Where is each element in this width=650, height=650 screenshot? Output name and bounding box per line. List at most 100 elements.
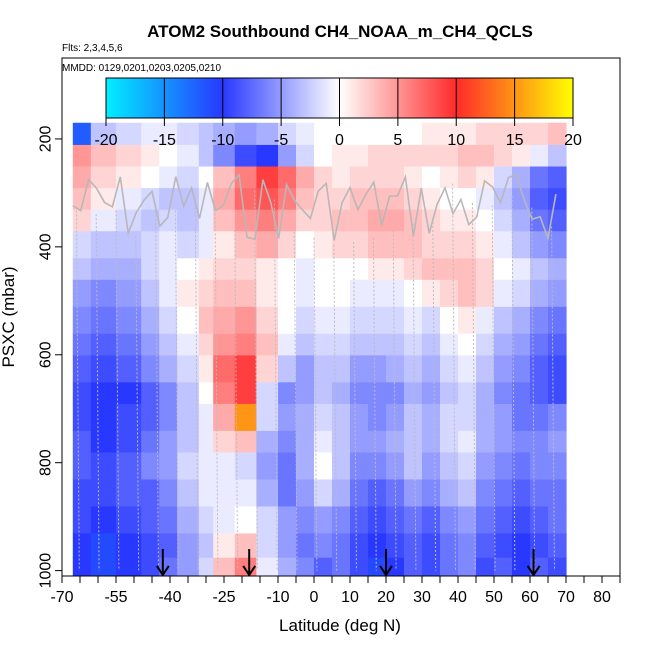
heatmap-cell	[404, 403, 423, 431]
heatmap-cell	[314, 209, 333, 232]
heatmap-cell	[278, 187, 297, 210]
x-axis-title: Latitude (deg N)	[279, 616, 401, 635]
profile-track-line	[531, 207, 536, 571]
heatmap-cell	[278, 257, 297, 280]
heatmap-cell	[90, 478, 117, 507]
x-tick-label: -55	[104, 589, 127, 606]
heatmap-cell	[440, 122, 459, 145]
heatmap-cell	[422, 505, 441, 534]
heatmap-cell	[314, 403, 333, 431]
heatmap-cell	[278, 381, 297, 404]
heatmap-cell	[234, 478, 257, 507]
heatmap-cell	[296, 257, 315, 280]
heatmap-cell	[350, 279, 369, 307]
heatmap-cell	[90, 279, 117, 307]
heatmap-cell	[234, 451, 257, 480]
heatmap-cell	[494, 122, 513, 145]
heatmap-cell	[440, 230, 459, 259]
heatmap-cell	[386, 306, 405, 334]
heatmap-cell	[440, 144, 459, 167]
heatmap-cell	[159, 451, 178, 480]
heatmap-cell	[116, 478, 142, 507]
heatmap-cell	[404, 165, 423, 189]
x-tick-label: -25	[212, 589, 235, 606]
heatmap-cell	[198, 478, 214, 507]
heatmap-cell	[332, 451, 351, 480]
heatmap-cell	[368, 403, 387, 431]
heatmap-cell	[458, 165, 477, 189]
heatmap-cell	[476, 451, 495, 480]
chart-title: ATOM2 Southbound CH4_NOAA_m_CH4_QCLS	[147, 22, 533, 41]
x-tick-label: 30	[413, 589, 431, 606]
heatmap-cell	[278, 451, 297, 480]
heatmap-cell	[116, 306, 142, 334]
x-tick-label: 80	[593, 589, 611, 606]
heatmap-cell	[314, 381, 333, 404]
heatmap-cell	[476, 187, 495, 210]
heatmap-cell	[159, 478, 178, 507]
heatmap-cell	[440, 381, 459, 404]
heatmap-cell	[332, 165, 351, 189]
heatmap-cell	[476, 144, 495, 167]
y-tick-label: 400	[38, 233, 55, 260]
heatmap-cell	[296, 557, 315, 576]
heatmap-cell	[494, 333, 513, 356]
drop-arrow-head	[155, 565, 170, 577]
heatmap-cell	[141, 187, 160, 210]
heatmap-cell	[72, 354, 92, 383]
heatmap-cell	[296, 144, 315, 167]
heatmap-cell	[141, 403, 160, 431]
heatmap-cell	[177, 403, 200, 431]
heatmap-cell	[530, 144, 549, 167]
heatmap-cell	[368, 230, 387, 259]
heatmap-cell	[198, 354, 214, 383]
heatmap-cell	[278, 403, 297, 431]
heatmap-cell	[234, 403, 257, 431]
heatmap-cell	[530, 257, 549, 280]
heatmap-cell	[512, 209, 531, 232]
heatmap-cell	[332, 187, 351, 210]
heatmap-cell	[494, 187, 513, 210]
heatmap-cell	[116, 209, 142, 232]
heatmap-cell	[314, 122, 333, 145]
heatmap-cell	[72, 505, 92, 534]
x-tick-label: 70	[557, 589, 575, 606]
heatmap-cell	[548, 532, 567, 558]
x-tick-label: 20	[377, 589, 395, 606]
x-tick-label: 60	[521, 589, 539, 606]
heatmap-cell	[368, 430, 387, 453]
heatmap-cell	[530, 230, 549, 259]
heatmap-cell	[256, 451, 279, 480]
heatmap-cell	[494, 306, 513, 334]
heatmap-cell	[159, 144, 178, 167]
heatmap-cell	[494, 532, 513, 558]
heatmap-cell	[530, 333, 549, 356]
heatmap-cell	[458, 430, 477, 453]
heatmap-cell	[234, 430, 257, 453]
heatmap-cell	[213, 230, 236, 259]
heatmap-cell	[440, 257, 459, 280]
heatmap-cell	[90, 187, 117, 210]
heatmap-cell	[512, 257, 531, 280]
x-axis: -70 -55 -40 -25 -10 0 10 20 30 40 50 60 70 80	[50, 576, 621, 606]
heatmap-cell	[141, 333, 160, 356]
heatmap-cell	[350, 257, 369, 280]
heatmap-cell	[548, 122, 567, 145]
heatmap-cell	[494, 478, 513, 507]
heatmap-cell	[458, 557, 477, 576]
y-tick-label: 800	[38, 449, 55, 476]
heatmap-cell	[159, 209, 178, 232]
heatmap-cell	[177, 209, 200, 232]
drop-arrow-head	[242, 565, 257, 577]
heatmap-cell	[458, 230, 477, 259]
heatmap-cell	[234, 279, 257, 307]
heatmap-cell	[548, 403, 567, 431]
heatmap-cell	[278, 144, 297, 167]
heatmap-cell	[198, 209, 214, 232]
heatmap-cell	[548, 257, 567, 280]
heatmap-cell	[458, 257, 477, 280]
heatmap-cell	[116, 505, 142, 534]
heatmap-cell	[494, 430, 513, 453]
heatmap-cell	[548, 306, 567, 334]
profile-track-line	[194, 199, 199, 571]
